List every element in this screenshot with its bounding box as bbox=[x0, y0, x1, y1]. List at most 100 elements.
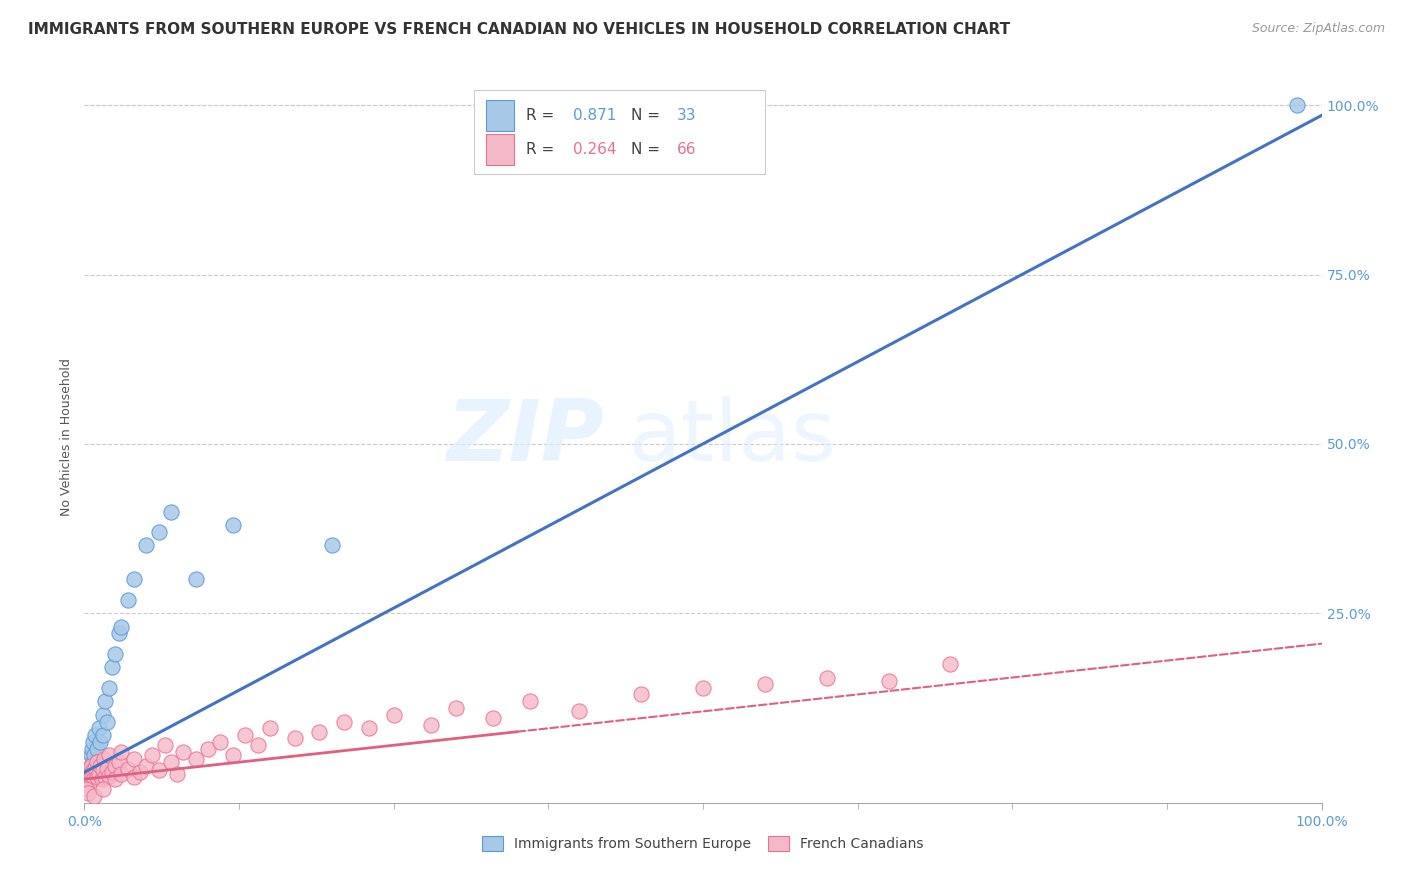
Point bbox=[444, 701, 467, 715]
Point bbox=[79, 770, 101, 784]
Point bbox=[122, 572, 145, 586]
Point bbox=[233, 728, 256, 742]
Point bbox=[117, 592, 139, 607]
Point bbox=[877, 673, 900, 688]
Point bbox=[83, 748, 105, 763]
Text: 0.264: 0.264 bbox=[574, 142, 617, 157]
Point bbox=[148, 524, 170, 539]
Point bbox=[104, 647, 127, 661]
Point bbox=[83, 772, 105, 786]
Point bbox=[939, 657, 962, 671]
Point bbox=[1285, 98, 1308, 112]
Point bbox=[108, 626, 131, 640]
Text: Source: ZipAtlas.com: Source: ZipAtlas.com bbox=[1251, 22, 1385, 36]
FancyBboxPatch shape bbox=[486, 135, 513, 165]
Point bbox=[110, 620, 132, 634]
Point bbox=[98, 748, 121, 763]
Point bbox=[135, 758, 157, 772]
FancyBboxPatch shape bbox=[486, 100, 513, 130]
Point bbox=[76, 762, 98, 776]
Point bbox=[481, 711, 503, 725]
Point bbox=[122, 770, 145, 784]
Point bbox=[172, 745, 194, 759]
Point bbox=[108, 755, 131, 769]
Point bbox=[90, 772, 112, 786]
Point bbox=[122, 752, 145, 766]
Point bbox=[91, 764, 114, 778]
Point bbox=[184, 752, 207, 766]
Point bbox=[84, 728, 107, 742]
Point bbox=[79, 765, 101, 780]
Point bbox=[79, 762, 101, 776]
Point bbox=[80, 741, 103, 756]
Point bbox=[96, 714, 118, 729]
Point bbox=[98, 681, 121, 695]
Point bbox=[77, 772, 100, 786]
Point bbox=[82, 764, 104, 778]
Point bbox=[153, 738, 176, 752]
Point bbox=[100, 660, 122, 674]
Point bbox=[104, 772, 127, 786]
Point bbox=[148, 764, 170, 778]
Point bbox=[89, 758, 111, 772]
Point bbox=[94, 770, 117, 784]
Point bbox=[308, 724, 330, 739]
Point bbox=[815, 671, 838, 685]
Text: ZIP: ZIP bbox=[446, 395, 605, 479]
Point bbox=[129, 765, 152, 780]
Point bbox=[94, 694, 117, 708]
Point bbox=[76, 762, 98, 776]
Point bbox=[333, 714, 356, 729]
Point bbox=[568, 705, 591, 719]
Text: atlas: atlas bbox=[628, 395, 837, 479]
Text: N =: N = bbox=[631, 108, 665, 123]
Point bbox=[222, 748, 245, 763]
Point bbox=[222, 518, 245, 533]
Point bbox=[519, 694, 541, 708]
Point bbox=[79, 765, 101, 780]
Point bbox=[160, 505, 183, 519]
Point bbox=[89, 735, 111, 749]
Point bbox=[321, 538, 343, 552]
Point bbox=[83, 789, 105, 803]
Point bbox=[86, 755, 108, 769]
Point bbox=[86, 770, 108, 784]
Point bbox=[117, 762, 139, 776]
Point bbox=[89, 767, 111, 781]
Point bbox=[77, 786, 100, 800]
Point bbox=[79, 748, 101, 763]
Point bbox=[259, 721, 281, 735]
Point bbox=[91, 707, 114, 722]
Legend: Immigrants from Southern Europe, French Canadians: Immigrants from Southern Europe, French … bbox=[475, 830, 931, 858]
Point bbox=[692, 681, 714, 695]
Point bbox=[84, 761, 107, 775]
Text: R =: R = bbox=[526, 142, 560, 157]
Point bbox=[382, 707, 405, 722]
Point bbox=[86, 755, 108, 769]
Point bbox=[79, 758, 101, 772]
Point bbox=[135, 538, 157, 552]
Point bbox=[83, 762, 105, 776]
Point bbox=[110, 745, 132, 759]
Point bbox=[91, 728, 114, 742]
Point bbox=[160, 755, 183, 769]
Point bbox=[754, 677, 776, 691]
Point bbox=[184, 572, 207, 586]
Point bbox=[86, 741, 108, 756]
Point bbox=[77, 769, 100, 783]
Point bbox=[357, 721, 380, 735]
Point bbox=[110, 767, 132, 781]
Point bbox=[75, 782, 97, 797]
Point bbox=[100, 765, 122, 780]
FancyBboxPatch shape bbox=[474, 90, 765, 174]
Text: 0.871: 0.871 bbox=[574, 108, 616, 123]
Point bbox=[630, 688, 652, 702]
Point bbox=[141, 748, 163, 763]
Text: N =: N = bbox=[631, 142, 665, 157]
Point bbox=[75, 772, 97, 786]
Y-axis label: No Vehicles in Household: No Vehicles in Household bbox=[60, 359, 73, 516]
Text: IMMIGRANTS FROM SOUTHERN EUROPE VS FRENCH CANADIAN NO VEHICLES IN HOUSEHOLD CORR: IMMIGRANTS FROM SOUTHERN EUROPE VS FRENC… bbox=[28, 22, 1011, 37]
Point bbox=[166, 767, 188, 781]
Point bbox=[197, 741, 219, 756]
Text: 33: 33 bbox=[678, 108, 696, 123]
